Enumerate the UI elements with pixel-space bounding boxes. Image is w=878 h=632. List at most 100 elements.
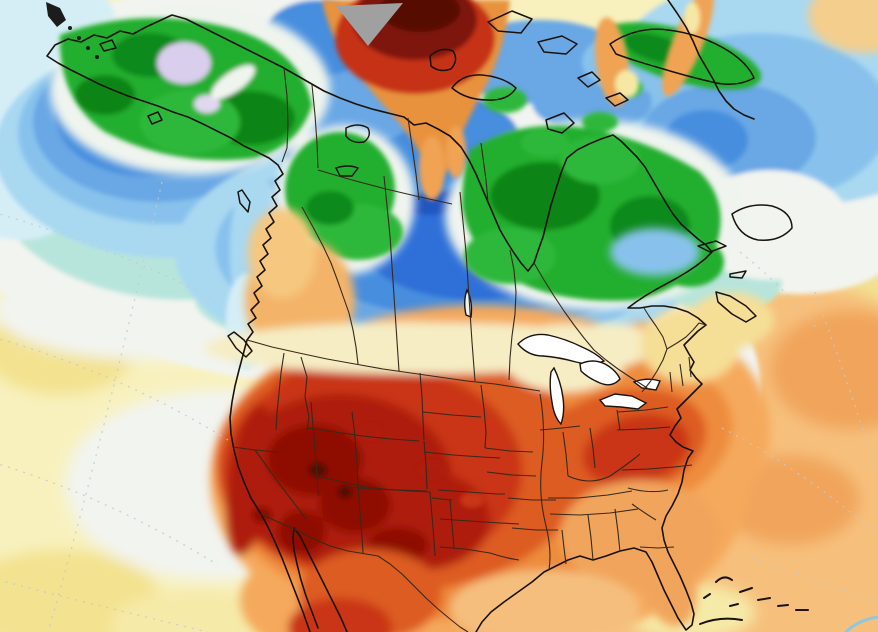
arctic-orange-tendril (446, 126, 466, 178)
border-nunavut-east (480, 142, 489, 203)
border-la-ms (561, 529, 567, 565)
gulf-of-california-coast (292, 527, 348, 632)
bahamas-dash (777, 604, 789, 607)
island-baffin (609, 28, 755, 85)
border-tn-south (549, 508, 639, 516)
river-mississippi (539, 393, 551, 571)
socal-maroon (278, 510, 326, 554)
four-corners-maroon (319, 477, 391, 533)
border-ontario-quebec (533, 262, 651, 391)
border-manitoba-ontario (508, 249, 517, 381)
border-va-nc (621, 464, 693, 471)
border-yukon-nwt (311, 84, 319, 169)
border-alberta-sask (383, 175, 400, 372)
island-ellesmere (487, 10, 533, 34)
island-pei (729, 270, 747, 279)
island-small-arctic (577, 71, 601, 88)
north-edge-cream (205, 322, 635, 374)
lake-huron (579, 360, 621, 386)
island-haida-gwaii (237, 189, 251, 213)
border-mn-west (480, 384, 487, 449)
greenland-coastline (667, 0, 755, 120)
border-new-england (669, 356, 692, 393)
border-id-mt-wy (300, 356, 310, 431)
border-ny-pa (617, 406, 669, 413)
border-il-in (562, 431, 569, 477)
bahamas-dash (703, 593, 711, 599)
border-ia-south (486, 471, 537, 477)
border-ar-la (511, 527, 558, 531)
border-oh-pa (616, 409, 621, 431)
great-basin-maroon (267, 424, 363, 496)
gulf-peach (450, 570, 640, 632)
archipelago-green (483, 87, 527, 113)
mottle-dot (418, 461, 446, 479)
aleutian-dot (77, 36, 81, 40)
border-ks-ok (439, 518, 520, 525)
island-victoria (451, 74, 517, 101)
border-ca-nv (254, 449, 307, 520)
border-al-ms (587, 514, 594, 561)
davis-yellow-spot (615, 70, 639, 98)
aleutian-dot (68, 26, 72, 30)
border-alaska-yukon (281, 67, 289, 163)
alaska-lavender-patch (157, 42, 211, 84)
border-pa-south (616, 426, 671, 431)
border-ia-north (484, 447, 534, 453)
bahamas-dash (715, 576, 733, 583)
island-siberia-corner (46, 2, 66, 27)
bahamas-dash (729, 603, 739, 607)
great-bear-lake (345, 124, 371, 144)
aleutian-dot (86, 46, 90, 50)
border-az-ut-horizontal (317, 475, 359, 486)
mottle-dot (460, 492, 484, 508)
border-nwt-nunavut (407, 117, 420, 201)
border-wi-il (539, 425, 581, 431)
border-tx-panhandle (431, 497, 455, 549)
islands (46, 2, 793, 358)
island-southampton (545, 112, 575, 134)
bahamas-chain (699, 576, 878, 632)
border-mt-south (306, 427, 420, 442)
border-ga-al (614, 508, 621, 553)
archipelago-green (521, 129, 569, 157)
maritimes-yellow (690, 292, 774, 348)
border-us-canada (246, 339, 541, 392)
island-anticosti (697, 240, 727, 253)
border-ne-ks (437, 489, 505, 495)
island-vancouver (227, 331, 253, 358)
lake-erie (598, 393, 648, 410)
border-mt-dakotas (419, 372, 425, 441)
hudson-green-bright (560, 136, 640, 184)
florida-orange (643, 543, 697, 627)
graticule-line (0, 213, 216, 301)
island-devon (537, 35, 578, 55)
lake-superior (517, 333, 606, 365)
mottle-dot (338, 486, 352, 498)
arctic-maroon-darkest (380, 0, 460, 32)
mottle-dot (309, 463, 327, 477)
border-co-nm-east (429, 491, 436, 557)
arctic-orange-tendril (419, 136, 445, 200)
greenland-tan-corner (808, 0, 878, 53)
alaska-green-dark (75, 75, 135, 115)
mackenzie-green-dark (306, 191, 354, 225)
border-us-mexico (260, 513, 469, 632)
peninsula-nova-scotia (715, 291, 757, 323)
cuba-coast-partial (699, 617, 743, 625)
border-ut-co-az-nm (351, 411, 364, 554)
island-newfoundland (731, 204, 793, 241)
atlantic-orange-deep (770, 310, 878, 430)
aleutian-dot (95, 55, 99, 59)
greenland-coast-strip (662, 0, 714, 97)
border-wy-south (344, 486, 428, 492)
border-ga-fl (639, 546, 675, 549)
border-mo-ar (507, 497, 556, 501)
island-kodiak (147, 111, 163, 125)
bahamas-dash (739, 587, 753, 593)
river-ohio (567, 453, 641, 482)
pole-gray-triangle (336, 3, 403, 46)
border-nd-sd (422, 411, 482, 418)
